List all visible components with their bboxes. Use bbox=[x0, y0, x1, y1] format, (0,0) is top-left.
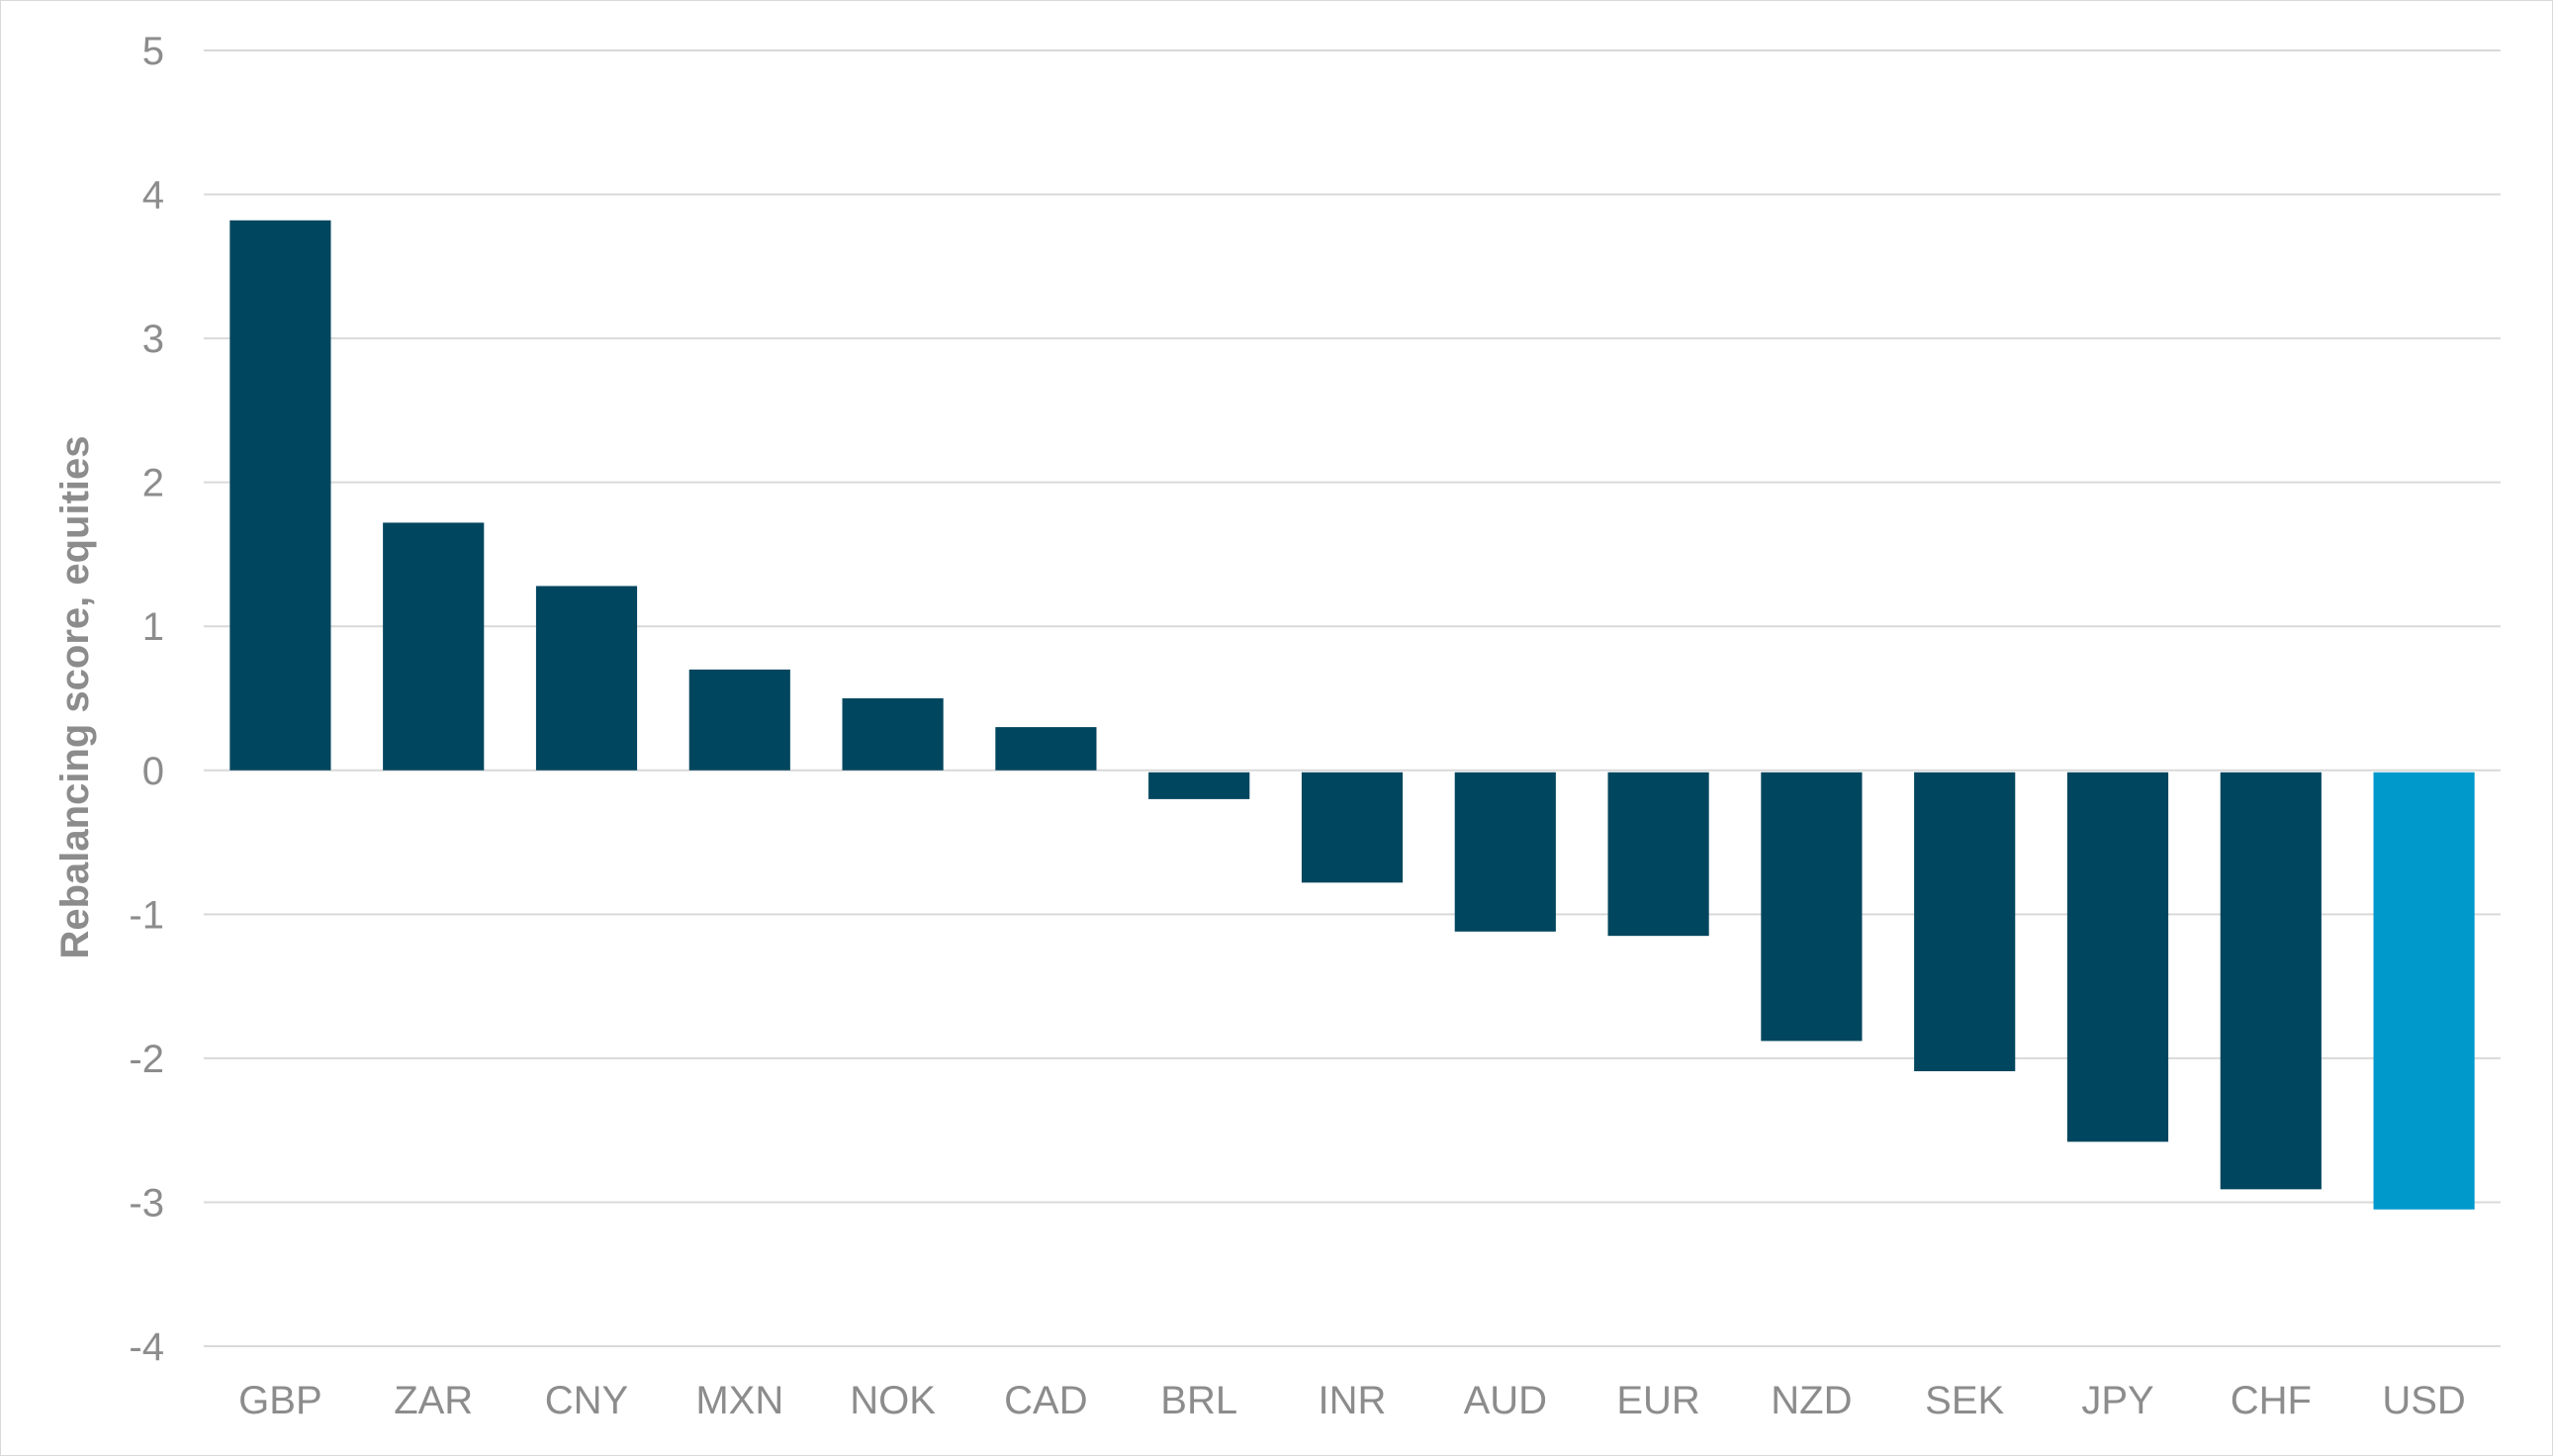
x-tick-label-aud: AUD bbox=[1464, 1379, 1547, 1422]
bar-chf bbox=[2220, 772, 2322, 1190]
y-tick-label: 1 bbox=[142, 605, 164, 649]
bar-jpy bbox=[2066, 772, 2169, 1142]
y-tick-label: 2 bbox=[142, 462, 164, 505]
x-tick-label-chf: CHF bbox=[2231, 1379, 2312, 1422]
y-tick-label: 0 bbox=[142, 750, 164, 793]
x-tick-label-cad: CAD bbox=[1004, 1379, 1087, 1422]
y-axis-tick-labels: 5 4 3 2 1 0 -1 -2 -3 -4 bbox=[129, 30, 164, 1369]
x-tick-label-gbp: GBP bbox=[238, 1379, 321, 1422]
bar-eur bbox=[1607, 772, 1709, 937]
y-axis-title: Rebalancing score, equities bbox=[53, 435, 97, 958]
bar-zar bbox=[383, 522, 485, 771]
y-tick-label: -4 bbox=[129, 1325, 164, 1369]
y-tick-label: 4 bbox=[142, 174, 164, 218]
bar-gbp bbox=[229, 220, 331, 771]
bar-cad bbox=[995, 727, 1097, 771]
x-tick-label-inr: INR bbox=[1319, 1379, 1387, 1422]
x-tick-label-brl: BRL bbox=[1160, 1379, 1237, 1422]
x-axis-tick-labels: GBP ZAR CNY MXN NOK CAD BRL INR AUD EUR NZD SEK JPY C… bbox=[238, 1379, 2466, 1422]
bar-cny bbox=[535, 586, 638, 771]
bar-inr bbox=[1301, 772, 1404, 883]
x-tick-label-zar: ZAR bbox=[394, 1379, 473, 1422]
y-tick-label: 5 bbox=[142, 30, 164, 73]
x-tick-label-sek: SEK bbox=[1925, 1379, 2004, 1422]
x-tick-label-nok: NOK bbox=[850, 1379, 936, 1422]
bar-mxn bbox=[688, 669, 790, 771]
x-tick-label-nzd: NZD bbox=[1771, 1379, 1852, 1422]
bar-brl bbox=[1148, 772, 1250, 799]
bar-aud bbox=[1454, 772, 1556, 932]
y-tick-label: 3 bbox=[142, 318, 164, 361]
bar-nzd bbox=[1761, 772, 1863, 1042]
x-tick-label-usd: USD bbox=[2382, 1379, 2465, 1422]
x-tick-label-cny: CNY bbox=[545, 1379, 628, 1422]
x-tick-label-mxn: MXN bbox=[695, 1379, 783, 1422]
bar-usd bbox=[2373, 772, 2475, 1210]
y-tick-label: -2 bbox=[129, 1038, 164, 1081]
x-tick-label-eur: EUR bbox=[1616, 1379, 1699, 1422]
y-tick-label: -1 bbox=[129, 893, 164, 937]
bars bbox=[229, 220, 2475, 1210]
bar-sek bbox=[1914, 772, 2016, 1071]
bar-nok bbox=[842, 698, 944, 771]
y-tick-label: -3 bbox=[129, 1181, 164, 1225]
x-tick-label-jpy: JPY bbox=[2081, 1379, 2153, 1422]
